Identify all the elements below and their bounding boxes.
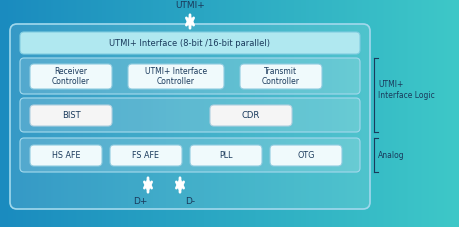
Text: FS AFE: FS AFE	[132, 151, 159, 160]
FancyBboxPatch shape	[240, 64, 321, 89]
Text: CDR: CDR	[241, 111, 259, 120]
Text: UTMI+: UTMI+	[175, 0, 204, 10]
FancyBboxPatch shape	[190, 145, 262, 166]
Text: Analog: Analog	[377, 151, 404, 160]
Text: UTMI+ Interface
Controller: UTMI+ Interface Controller	[145, 67, 207, 86]
Text: OTG: OTG	[297, 151, 314, 160]
FancyBboxPatch shape	[128, 64, 224, 89]
Text: UTMI+ Interface (8-bit /16-bit parallel): UTMI+ Interface (8-bit /16-bit parallel)	[109, 39, 270, 47]
Text: Receiver
Controller: Receiver Controller	[52, 67, 90, 86]
FancyBboxPatch shape	[30, 64, 112, 89]
Text: Transmit
Controller: Transmit Controller	[262, 67, 299, 86]
FancyBboxPatch shape	[30, 105, 112, 126]
FancyBboxPatch shape	[20, 58, 359, 94]
FancyBboxPatch shape	[210, 105, 291, 126]
FancyBboxPatch shape	[20, 32, 359, 54]
FancyBboxPatch shape	[30, 145, 102, 166]
Text: BIST: BIST	[62, 111, 80, 120]
Text: UTMI+
Interface Logic: UTMI+ Interface Logic	[377, 80, 434, 100]
FancyBboxPatch shape	[20, 98, 359, 132]
Text: PLL: PLL	[219, 151, 232, 160]
Text: D+: D+	[133, 197, 147, 207]
FancyBboxPatch shape	[20, 138, 359, 172]
FancyBboxPatch shape	[10, 24, 369, 209]
Text: D-: D-	[185, 197, 195, 207]
Text: HS AFE: HS AFE	[51, 151, 80, 160]
FancyBboxPatch shape	[110, 145, 182, 166]
FancyBboxPatch shape	[269, 145, 341, 166]
